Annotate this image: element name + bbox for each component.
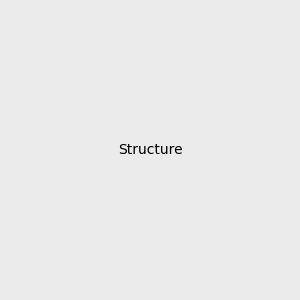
Text: Structure: Structure bbox=[118, 143, 182, 157]
